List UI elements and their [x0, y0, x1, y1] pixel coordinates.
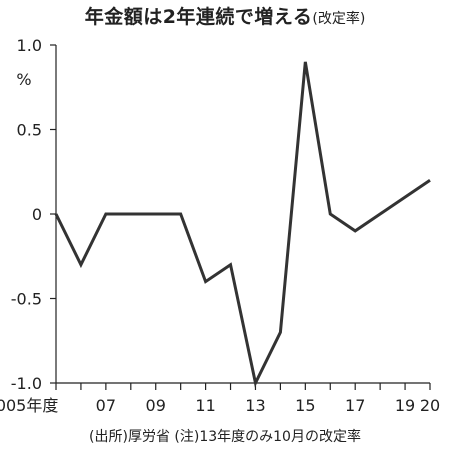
x-tick-label: 17 — [345, 396, 365, 415]
x-tick-label: 11 — [195, 396, 215, 415]
source-note: (出所)厚労省 (注)13年度のみ10月の改定率 — [89, 429, 361, 445]
x-tick-label: 13 — [245, 396, 265, 415]
y-tick-label: -0.5 — [11, 290, 42, 309]
chart-title: 年金額は2年連続で増える — [84, 6, 313, 28]
x-tick-label: 15 — [295, 396, 315, 415]
x-tick-label: 20 — [420, 396, 440, 415]
y-tick-label: 1.0 — [17, 36, 42, 55]
y-tick-label: -1.0 — [11, 374, 42, 393]
chart-subtitle: (改定率) — [312, 11, 366, 27]
series-line — [54, 61, 431, 388]
y-unit-label: % — [16, 70, 31, 89]
chart-title-block: 年金額は2年連続で増える(改定率) — [0, 2, 450, 29]
x-tick-label: 09 — [146, 396, 166, 415]
x-tick-label: 19 — [395, 396, 415, 415]
y-tick-label: 0.5 — [17, 121, 42, 140]
y-tick-label: 0 — [32, 205, 42, 224]
x-tick-label: 07 — [96, 396, 116, 415]
x-tick-label: 2005年度 — [0, 396, 58, 415]
